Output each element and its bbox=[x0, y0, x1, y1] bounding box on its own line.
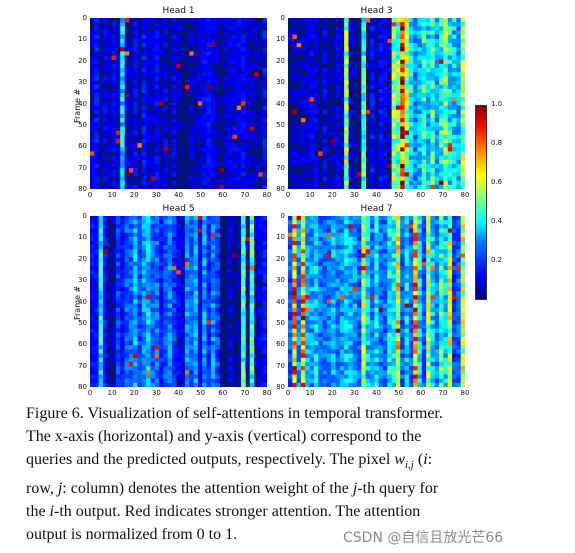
x-tick-label: 50 bbox=[196, 389, 206, 397]
x-tick-label: 50 bbox=[394, 191, 404, 199]
colorbar-tick: 1.0 bbox=[491, 100, 503, 108]
x-tick-label: 30 bbox=[151, 191, 161, 199]
y-tick-label: 70 bbox=[276, 361, 285, 370]
x-tick-label: 50 bbox=[394, 389, 404, 397]
caption-line: Figure 6. Visualization of self-attentio… bbox=[26, 405, 443, 422]
y-tick-label: 50 bbox=[78, 318, 87, 327]
y-tick-label: 20 bbox=[78, 56, 87, 65]
heatmap-head-5 bbox=[90, 216, 267, 387]
y-tick-label: 10 bbox=[276, 35, 285, 44]
caption-line: The x-axis (horizontal) and y-axis (vert… bbox=[26, 428, 422, 445]
x-tick-label: 40 bbox=[174, 191, 183, 199]
y-tick-label: 30 bbox=[276, 78, 285, 87]
heatmap-head-3 bbox=[288, 18, 465, 189]
y-tick-label: 60 bbox=[78, 340, 87, 349]
x-tick-label: 0 bbox=[285, 191, 291, 199]
caption-line: output is normalized from 0 to 1. bbox=[26, 526, 238, 544]
y-tick-label: 60 bbox=[78, 142, 87, 151]
x-tick-label: 20 bbox=[327, 191, 337, 199]
heatmap-head-7 bbox=[288, 216, 465, 387]
x-tick-label: 60 bbox=[218, 191, 228, 199]
panel-title: Head 1 bbox=[162, 6, 195, 16]
y-tick-label: 40 bbox=[276, 99, 285, 108]
caption-line: queries and the predicted outputs, respe… bbox=[26, 451, 433, 472]
panel-title: Head 5 bbox=[162, 204, 195, 214]
y-tick-label: 20 bbox=[78, 254, 87, 263]
x-tick-label: 70 bbox=[240, 191, 250, 199]
y-tick-label: 40 bbox=[78, 297, 87, 306]
x-tick-label: 20 bbox=[129, 191, 139, 199]
y-tick-label: 10 bbox=[78, 35, 87, 44]
x-tick-label: 70 bbox=[438, 191, 448, 199]
x-tick-label: 40 bbox=[372, 389, 381, 397]
y-tick-label: 30 bbox=[78, 276, 87, 285]
caption-line: the i-th output. Red indicates stronger … bbox=[26, 503, 421, 521]
y-tick-label: 80 bbox=[276, 185, 285, 193]
y-tick-label: 50 bbox=[276, 120, 285, 129]
y-tick-label: 0 bbox=[82, 14, 87, 22]
x-tick-label: 10 bbox=[305, 389, 315, 397]
colorbar-tick: 0.8 bbox=[491, 139, 503, 147]
y-tick-label: 40 bbox=[78, 99, 87, 108]
y-tick-label: 0 bbox=[280, 212, 285, 220]
x-tick-label: 70 bbox=[240, 389, 250, 397]
panel-title: Head 7 bbox=[360, 204, 393, 214]
x-tick-label: 60 bbox=[416, 191, 426, 199]
x-tick-label: 60 bbox=[416, 389, 426, 397]
x-tick-label: 30 bbox=[151, 389, 161, 397]
watermark: CSDN @自信且放光芒66 bbox=[343, 530, 504, 546]
x-tick-label: 0 bbox=[87, 191, 93, 199]
colorbar-tick: 0.6 bbox=[491, 178, 503, 186]
colorbar-tick: 0.4 bbox=[491, 217, 503, 225]
x-tick-label: 0 bbox=[285, 389, 291, 397]
x-tick-label: 20 bbox=[327, 389, 337, 397]
x-tick-label: 50 bbox=[196, 191, 206, 199]
y-tick-label: 10 bbox=[276, 233, 285, 242]
colorbar bbox=[475, 105, 487, 300]
y-tick-label: 80 bbox=[276, 383, 285, 391]
y-tick-label: 80 bbox=[78, 185, 87, 193]
x-tick-label: 80 bbox=[262, 191, 272, 199]
x-tick-label: 80 bbox=[262, 389, 272, 397]
caption-line: row, j: column) denotes the attention we… bbox=[26, 480, 439, 498]
x-tick-label: 30 bbox=[349, 191, 359, 199]
x-tick-label: 40 bbox=[372, 191, 381, 199]
y-tick-label: 40 bbox=[276, 297, 285, 306]
x-tick-label: 80 bbox=[460, 191, 470, 199]
x-tick-label: 10 bbox=[107, 389, 117, 397]
y-tick-label: 0 bbox=[280, 14, 285, 22]
y-tick-label: 60 bbox=[276, 340, 285, 349]
figure-caption: Figure 6. Visualization of self-attentio… bbox=[26, 402, 554, 546]
y-tick-label: 30 bbox=[276, 276, 285, 285]
y-tick-label: 20 bbox=[276, 56, 285, 65]
y-tick-label: 50 bbox=[276, 318, 285, 327]
heatmap-head-1 bbox=[90, 18, 267, 189]
x-tick-label: 40 bbox=[174, 389, 183, 397]
x-tick-label: 30 bbox=[349, 389, 359, 397]
y-tick-label: 50 bbox=[78, 120, 87, 129]
y-tick-label: 60 bbox=[276, 142, 285, 151]
y-tick-label: 30 bbox=[78, 78, 87, 87]
y-tick-label: 70 bbox=[78, 163, 87, 172]
x-tick-label: 10 bbox=[107, 191, 117, 199]
y-tick-label: 70 bbox=[78, 361, 87, 370]
y-tick-label: 70 bbox=[276, 163, 285, 172]
x-tick-label: 60 bbox=[218, 389, 228, 397]
panel-title: Head 3 bbox=[360, 6, 393, 16]
x-tick-label: 0 bbox=[87, 389, 93, 397]
y-tick-label: 0 bbox=[82, 212, 87, 220]
x-tick-label: 80 bbox=[460, 389, 470, 397]
colorbar-tick: 0.2 bbox=[491, 256, 503, 264]
x-tick-label: 20 bbox=[129, 389, 139, 397]
y-tick-label: 10 bbox=[78, 233, 87, 242]
x-tick-label: 70 bbox=[438, 389, 448, 397]
x-tick-label: 10 bbox=[305, 191, 315, 199]
y-tick-label: 80 bbox=[78, 383, 87, 391]
y-tick-label: 20 bbox=[276, 254, 285, 263]
